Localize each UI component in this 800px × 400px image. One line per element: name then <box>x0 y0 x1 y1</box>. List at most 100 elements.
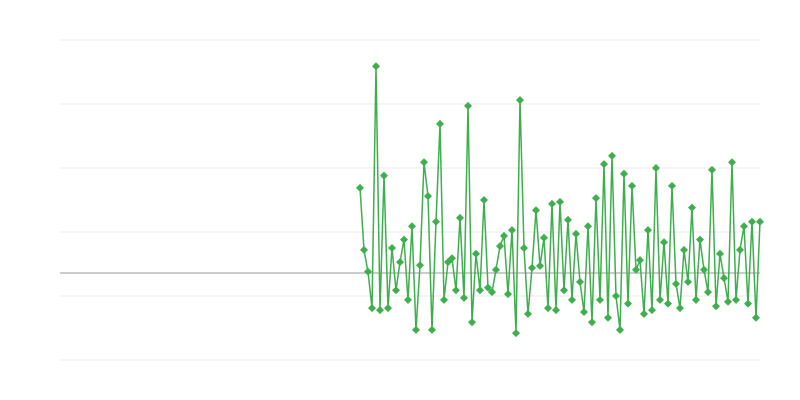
marker <box>612 292 620 300</box>
marker <box>540 233 548 242</box>
marker <box>508 226 516 235</box>
marker <box>756 217 764 226</box>
marker <box>392 286 400 295</box>
marker <box>412 325 420 334</box>
marker <box>580 308 588 316</box>
marker <box>616 325 624 334</box>
marker <box>556 197 564 206</box>
marker <box>384 304 392 313</box>
marker <box>692 295 700 304</box>
marker <box>748 217 756 226</box>
marker <box>604 313 612 322</box>
marker <box>740 222 748 231</box>
marker <box>452 286 460 295</box>
marker <box>532 206 540 215</box>
marker <box>480 196 488 204</box>
marker <box>732 295 740 304</box>
marker <box>544 304 552 313</box>
marker <box>440 295 448 304</box>
marker <box>672 279 680 288</box>
marker <box>460 293 468 302</box>
marker <box>736 245 744 254</box>
marker <box>696 235 704 244</box>
marker <box>700 265 708 274</box>
marker <box>360 245 368 254</box>
marker <box>400 235 408 244</box>
marker <box>656 295 664 304</box>
marker <box>728 158 736 167</box>
marker <box>600 160 608 169</box>
marker <box>432 217 440 226</box>
marker <box>512 329 520 338</box>
marker <box>632 265 640 274</box>
marker <box>572 229 580 238</box>
marker <box>676 304 684 313</box>
marker <box>500 231 508 240</box>
marker <box>576 277 584 286</box>
marker <box>496 242 504 251</box>
marker <box>520 244 528 252</box>
marker <box>424 192 432 201</box>
marker <box>404 295 412 304</box>
marker <box>592 194 600 203</box>
marker <box>636 256 644 265</box>
marker <box>644 226 652 235</box>
marker <box>372 62 380 71</box>
marker <box>488 288 496 297</box>
marker <box>564 215 572 224</box>
marker <box>436 119 444 128</box>
marker <box>376 306 384 315</box>
marker <box>708 165 716 174</box>
marker <box>664 299 672 308</box>
marker <box>752 313 760 322</box>
marker <box>552 306 560 315</box>
marker <box>560 286 568 295</box>
marker <box>524 309 532 318</box>
marker <box>680 245 688 254</box>
marker <box>608 151 616 160</box>
marker <box>368 304 376 313</box>
marker <box>720 274 728 283</box>
marker <box>668 181 676 190</box>
marker <box>388 244 396 252</box>
marker <box>464 101 472 110</box>
marker <box>408 222 416 231</box>
marker <box>476 286 484 295</box>
marker <box>588 318 596 327</box>
marker <box>628 181 636 190</box>
marker <box>704 288 712 297</box>
marker <box>468 318 476 327</box>
marker <box>716 249 724 258</box>
marker <box>420 158 428 167</box>
marker <box>596 295 604 304</box>
marker <box>472 249 480 258</box>
marker <box>364 267 372 276</box>
marker <box>448 254 456 263</box>
marker <box>688 203 696 212</box>
marker <box>528 263 536 272</box>
marker <box>548 199 556 208</box>
marker <box>380 171 388 180</box>
marker <box>356 183 364 192</box>
marker <box>516 96 524 105</box>
marker <box>712 302 720 311</box>
marker <box>620 169 628 178</box>
marker <box>492 265 500 274</box>
marker <box>428 325 436 334</box>
marker <box>640 309 648 318</box>
marker <box>504 290 512 299</box>
marker <box>396 258 404 267</box>
marker <box>456 213 464 222</box>
marker <box>416 261 424 270</box>
marker <box>652 164 660 172</box>
marker <box>584 222 592 231</box>
marker <box>648 306 656 315</box>
marker <box>660 238 668 247</box>
marker <box>724 297 732 306</box>
marker <box>624 299 632 308</box>
marker <box>568 295 576 304</box>
marker <box>684 277 692 286</box>
marker <box>536 261 544 270</box>
